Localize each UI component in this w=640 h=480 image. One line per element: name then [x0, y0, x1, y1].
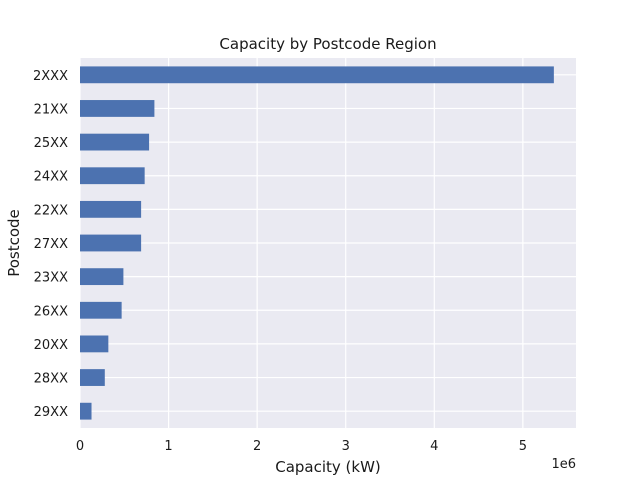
y-tick-label: 25XX — [34, 136, 68, 151]
y-tick-label: 21XX — [34, 102, 68, 117]
gridlines — [79, 58, 576, 428]
y-tick-label: 29XX — [34, 405, 68, 420]
x-axis-offset-label: 1e6 — [551, 457, 576, 472]
x-tick-label: 4 — [430, 439, 438, 454]
x-tick-label: 5 — [519, 439, 527, 454]
y-axis-label: Postcode — [5, 209, 23, 277]
bar-2XXX — [80, 66, 554, 84]
y-tick-label: 20XX — [34, 338, 68, 353]
bar-29XX — [80, 402, 92, 420]
bars — [80, 66, 554, 420]
y-tick-label: 27XX — [34, 237, 68, 252]
bar-26XX — [80, 301, 122, 319]
bar-22XX — [80, 200, 142, 218]
y-tick-labels: 2XXX 21XX 25XX 24XX 22XX 27XX 23XX 26XX 20XX 28XX… — [33, 69, 68, 420]
chart-title: Capacity by Postcode Region — [219, 35, 436, 53]
bar-27XX — [80, 234, 142, 252]
y-tick-label: 23XX — [34, 271, 68, 286]
bar-25XX — [80, 133, 150, 151]
bar-20XX — [80, 335, 109, 353]
y-tick-label: 26XX — [34, 304, 68, 319]
bar-23XX — [80, 268, 124, 286]
x-tick-label: 2 — [253, 439, 261, 454]
x-tick-label: 3 — [342, 439, 350, 454]
x-axis-label: Capacity (kW) — [275, 458, 381, 476]
y-tick-label: 22XX — [34, 203, 68, 218]
y-tick-label: 28XX — [34, 372, 68, 387]
bar-21XX — [80, 100, 155, 117]
bar-28XX — [80, 369, 105, 386]
y-tick-label: 2XXX — [33, 69, 68, 84]
x-tick-label: 1 — [164, 439, 172, 454]
bar-24XX — [80, 167, 145, 185]
y-tick-label: 24XX — [34, 170, 68, 185]
x-tick-label: 0 — [76, 439, 84, 454]
x-tick-labels: 0 1 2 3 4 5 — [76, 439, 527, 454]
